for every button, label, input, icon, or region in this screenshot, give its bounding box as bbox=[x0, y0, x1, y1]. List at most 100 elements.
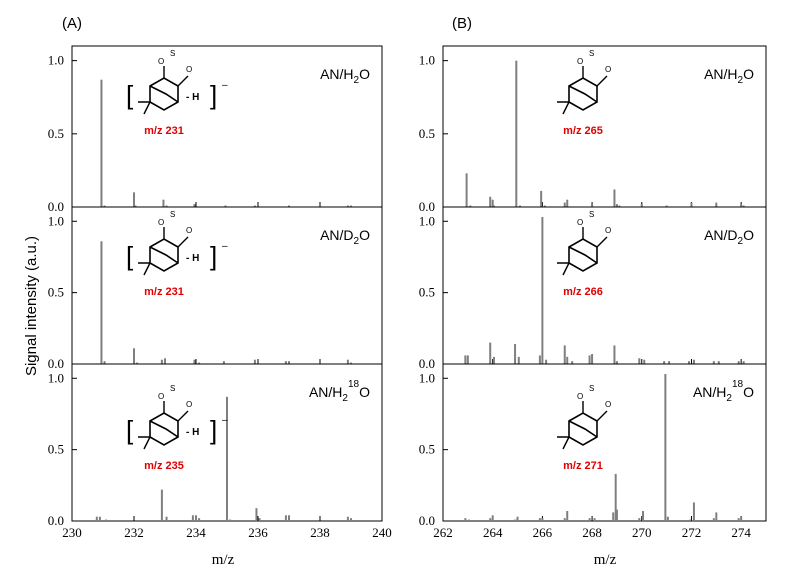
y-tick-label-4-2: 1.0 bbox=[419, 213, 435, 228]
condition-part-4-3: O bbox=[743, 227, 754, 243]
structure-substituent-bonds-4 bbox=[582, 227, 608, 248]
bar-5-23 bbox=[737, 518, 740, 521]
condition-part-1-3: O bbox=[359, 227, 370, 243]
structure-methyls-4 bbox=[557, 262, 570, 276]
structure-bridge-4 bbox=[568, 246, 598, 264]
structure-bridge-2 bbox=[149, 420, 179, 438]
bar-0-2 bbox=[133, 192, 135, 207]
bar-1-8 bbox=[222, 361, 225, 364]
condition-part-5-2: 18 bbox=[732, 379, 744, 390]
bar-3-15 bbox=[640, 204, 643, 207]
y-tick-label-0-1: 0.5 bbox=[48, 126, 64, 141]
bar-1-1 bbox=[103, 361, 106, 364]
bar-4-19 bbox=[668, 361, 671, 364]
bar-5-20 bbox=[692, 502, 695, 521]
condition-label-3: AN/H2O bbox=[704, 66, 754, 86]
structure-atom-o2-5: O bbox=[605, 400, 611, 409]
condition-part-5-1: 2 bbox=[726, 393, 732, 404]
bar-5-10 bbox=[588, 518, 591, 521]
structure-ring-1 bbox=[149, 238, 179, 272]
structure-atom-o1-0: O bbox=[158, 57, 164, 66]
bar-1-5 bbox=[164, 358, 166, 364]
structure-methyls-3 bbox=[557, 101, 570, 115]
structure-atom-o1-2: O bbox=[158, 392, 164, 401]
y-tick-label-4-1: 0.5 bbox=[419, 285, 435, 300]
condition-part-2-1: 2 bbox=[342, 393, 348, 404]
bar-5-19 bbox=[689, 519, 692, 521]
bar-4-18 bbox=[663, 361, 666, 364]
bar-5-22 bbox=[715, 512, 718, 521]
bar-4-15 bbox=[615, 361, 618, 364]
x-tick-label-2-0: 230 bbox=[62, 525, 82, 540]
bar-1-3 bbox=[136, 362, 139, 364]
bar-3-16 bbox=[665, 205, 668, 207]
bar-2-10 bbox=[255, 508, 258, 521]
structure-atom-o1-4: O bbox=[577, 218, 583, 227]
panel-label-a: (A) bbox=[62, 15, 82, 32]
bar-1-11 bbox=[284, 361, 287, 364]
bar-5-13 bbox=[614, 473, 617, 521]
bar-4-24 bbox=[737, 361, 740, 364]
mz-annotation-2: m/z 235 bbox=[144, 460, 184, 472]
bar-3-7 bbox=[540, 190, 543, 207]
mz-annotation-0: m/z 231 bbox=[144, 125, 184, 137]
condition-part-5-0: AN/H bbox=[693, 384, 726, 400]
structure-suffix-0: - H bbox=[186, 92, 199, 103]
bar-1-6 bbox=[193, 359, 196, 364]
y-tick-label-3-2: 1.0 bbox=[419, 53, 435, 68]
bar-5-5 bbox=[516, 516, 519, 521]
bar-5-2 bbox=[489, 518, 492, 521]
y-tick-label-1-0: 0.0 bbox=[48, 356, 64, 371]
charge-sign-0: – bbox=[222, 80, 228, 91]
bar-5-15 bbox=[638, 518, 641, 521]
bar-4-5 bbox=[517, 356, 520, 364]
structure-ring-0 bbox=[149, 77, 179, 111]
x-tick-label-2-5: 240 bbox=[372, 525, 392, 540]
bar-3-11 bbox=[591, 204, 594, 207]
bar-0-8 bbox=[253, 205, 256, 207]
structure-atom-s-1: S bbox=[170, 210, 175, 219]
structure-atom-o1-5: O bbox=[577, 392, 583, 401]
structure-methyls-5 bbox=[557, 436, 570, 450]
bar-4-21 bbox=[692, 359, 695, 364]
y-tick-label-4-0: 0.0 bbox=[419, 356, 435, 371]
structure-bridge-1 bbox=[149, 246, 179, 264]
condition-label-5: AN/H218O bbox=[693, 379, 754, 404]
bar-2-15 bbox=[350, 518, 352, 521]
condition-part-4-0: AN/D bbox=[704, 227, 737, 243]
bar-5-14 bbox=[615, 509, 618, 521]
bar-4-8 bbox=[545, 359, 548, 364]
y-tick-label-2-2: 1.0 bbox=[48, 370, 64, 385]
bar-4-3 bbox=[492, 356, 495, 364]
bar-3-19 bbox=[740, 204, 743, 207]
bar-5-8 bbox=[563, 518, 566, 521]
bar-5-1 bbox=[468, 519, 471, 521]
bar-5-21 bbox=[712, 518, 715, 521]
bar-2-9 bbox=[229, 519, 232, 521]
bar-4-2 bbox=[489, 342, 492, 364]
bar-5-18 bbox=[666, 516, 669, 521]
condition-part-3-0: AN/H bbox=[704, 66, 737, 82]
structure-methyls-0 bbox=[138, 101, 151, 115]
structure-atom-s-4: S bbox=[589, 210, 594, 219]
condition-part-2-2: 18 bbox=[348, 379, 360, 390]
condition-part-1-0: AN/D bbox=[320, 227, 353, 243]
y-tick-label-1-1: 0.5 bbox=[48, 285, 64, 300]
x-tick-label-2-3: 236 bbox=[248, 525, 268, 540]
structure-substituent-bonds-0 bbox=[163, 66, 189, 87]
bar-3-18 bbox=[715, 202, 718, 207]
bar-3-1 bbox=[469, 205, 472, 207]
structure-suffix-2: - H bbox=[186, 427, 199, 438]
bar-3-14 bbox=[618, 205, 621, 207]
bracket-left-1: [ bbox=[126, 241, 134, 271]
bar-3-8 bbox=[543, 205, 546, 207]
structure-methyls-2 bbox=[138, 436, 151, 450]
condition-label-0: AN/H2O bbox=[320, 66, 370, 86]
